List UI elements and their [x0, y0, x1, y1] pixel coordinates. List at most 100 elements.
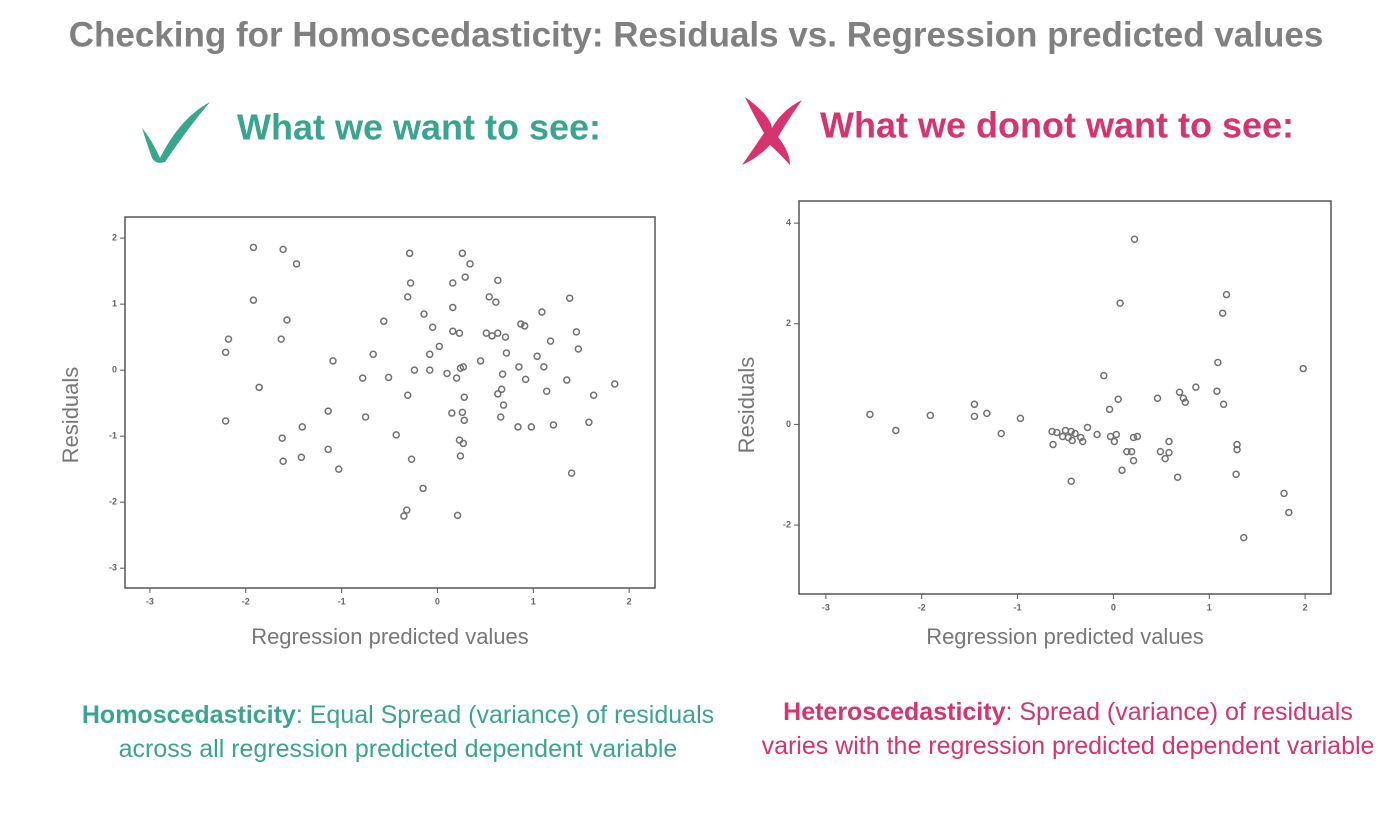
point	[324, 407, 332, 415]
point	[297, 453, 306, 462]
point	[1181, 398, 1190, 407]
x-axis-label: Regression predicted values	[926, 624, 1204, 649]
x-tick-label: -1	[1014, 602, 1022, 612]
point	[533, 352, 541, 361]
point	[501, 333, 510, 341]
y-tick-label: 4	[786, 218, 791, 228]
caption-text: : Equal Spread (variance) of residuals a…	[118, 701, 715, 763]
point	[1165, 437, 1173, 446]
point	[572, 328, 581, 336]
point	[1071, 429, 1079, 438]
point	[1299, 364, 1307, 373]
point	[1219, 400, 1228, 409]
point	[426, 366, 434, 374]
y-tick-label: -2	[783, 519, 791, 529]
point	[459, 439, 468, 448]
x-tick-label: 1	[1207, 602, 1212, 612]
point	[1165, 448, 1173, 457]
point	[1112, 430, 1121, 439]
point	[983, 409, 991, 418]
caption-term: Homoscedasticity	[81, 701, 296, 729]
point	[249, 243, 258, 252]
y-tick-label: 2	[786, 318, 791, 328]
point	[1123, 447, 1131, 456]
point	[1110, 437, 1119, 446]
point	[1153, 394, 1162, 403]
x-tick-label: 2	[627, 596, 632, 606]
point	[435, 342, 444, 351]
point	[1048, 427, 1056, 436]
point	[1192, 383, 1200, 391]
y-tick-label: 0	[786, 419, 791, 429]
point	[1053, 428, 1061, 437]
point	[482, 329, 491, 337]
point	[892, 426, 900, 435]
plot-frame	[124, 216, 656, 589]
point	[443, 369, 451, 378]
point	[1129, 433, 1138, 442]
point	[1049, 440, 1057, 449]
point	[1161, 454, 1169, 463]
point	[361, 413, 370, 421]
point	[456, 452, 465, 460]
point	[1156, 447, 1165, 456]
point	[585, 418, 593, 427]
point	[589, 391, 598, 399]
point	[497, 385, 506, 394]
point	[567, 469, 576, 477]
point	[1127, 447, 1136, 456]
point	[279, 245, 287, 254]
point	[1240, 533, 1248, 542]
point	[403, 506, 411, 514]
point	[1068, 436, 1076, 445]
point	[279, 457, 287, 466]
point	[392, 431, 400, 439]
point	[298, 423, 307, 431]
point	[485, 293, 493, 301]
point	[610, 380, 619, 388]
point	[515, 363, 523, 371]
point	[459, 363, 468, 371]
x-tick-label: 2	[1303, 602, 1308, 612]
point	[540, 363, 548, 371]
point	[380, 317, 388, 326]
point	[565, 294, 574, 302]
point	[1083, 423, 1092, 432]
point	[1133, 432, 1142, 441]
caption: Heteroscedasticity: Spread (variance) of…	[748, 695, 1388, 763]
point	[460, 416, 469, 425]
x-tick-label: -2	[242, 596, 250, 606]
x-tick-label: -3	[146, 596, 154, 606]
point	[449, 279, 457, 287]
point	[458, 408, 467, 417]
point	[499, 401, 508, 409]
x-tick-label: -1	[338, 596, 346, 606]
point	[449, 303, 457, 312]
point	[538, 308, 546, 316]
caption-term: Heteroscedasticity	[783, 698, 1006, 726]
point	[1061, 426, 1070, 435]
point	[1179, 394, 1188, 403]
point	[292, 260, 301, 268]
point	[1213, 387, 1221, 395]
point	[278, 434, 286, 442]
point	[1214, 358, 1222, 367]
y-tick-label: 2	[112, 232, 117, 242]
point	[476, 357, 485, 365]
point	[549, 421, 558, 429]
point	[329, 357, 337, 365]
point	[403, 293, 412, 301]
point	[407, 455, 416, 464]
point	[453, 511, 462, 520]
point	[1105, 405, 1114, 414]
point	[1078, 437, 1087, 446]
point	[1100, 371, 1108, 380]
point	[1067, 477, 1075, 486]
point	[496, 413, 505, 421]
point	[410, 366, 419, 374]
point	[449, 327, 457, 335]
point	[563, 376, 571, 384]
point	[324, 445, 332, 454]
x-tick-label: 1	[531, 596, 536, 606]
